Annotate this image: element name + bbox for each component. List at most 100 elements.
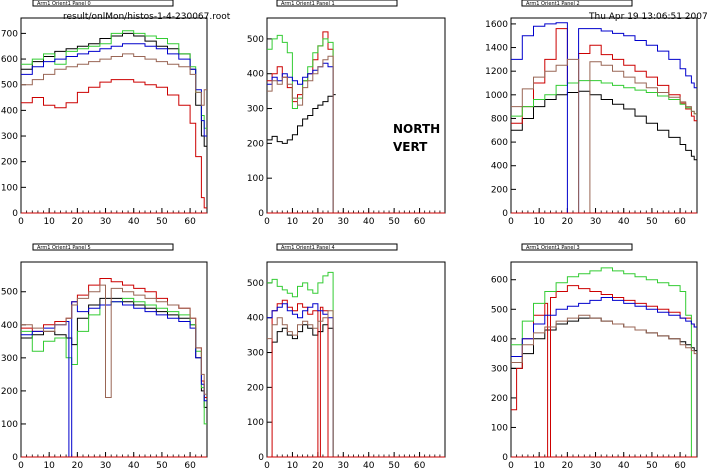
x-tick-label: 50	[646, 217, 658, 227]
y-tick-label: 500	[1, 81, 18, 91]
x-tick-label: 40	[128, 461, 140, 469]
y-tick-label: 400	[1, 106, 18, 116]
series-line-red	[511, 285, 697, 458]
x-tick-label: 10	[43, 461, 55, 469]
series-line-brown	[511, 58, 697, 214]
histogram-panel: Arm1 Orient1 Panel 5 0 10 20 30 40 50 60 0 100 200…	[1, 243, 208, 469]
histogram-panel: Arm1 Orient1 Panel 00 10 20 30 40 50 600100200…	[1, 0, 208, 227]
y-tick-label: 500	[1, 288, 18, 298]
panel-title: Arm1 Orient1 Panel 4	[281, 245, 335, 251]
histogram-panel: Arm1 Orient1 Panel 30 10 20 30 40 50 600100200…	[491, 243, 698, 469]
x-tick-label: 10	[533, 217, 545, 227]
y-tick-label: 600	[491, 276, 508, 286]
y-tick-label: 200	[247, 383, 264, 393]
y-tick-label: 1600	[485, 20, 508, 30]
plot-frame	[20, 261, 208, 458]
series-line-black	[511, 90, 697, 161]
x-tick-label: 30	[100, 217, 112, 227]
y-tick-label: 100	[247, 174, 264, 184]
y-tick-label: 400	[247, 314, 264, 324]
x-tick-label: 20	[562, 217, 574, 227]
y-tick-label: 600	[1, 55, 18, 65]
y-tick-label: 200	[247, 139, 264, 149]
x-tick-label: 10	[287, 217, 299, 227]
y-tick-label: 800	[491, 114, 508, 124]
x-tick-label: 50	[156, 461, 168, 469]
x-tick-label: 40	[618, 461, 630, 469]
annotation-north: NORTH	[393, 122, 441, 136]
panel-title-box	[32, 243, 174, 251]
x-tick-label: 60	[184, 461, 196, 469]
series-line-black	[267, 94, 336, 144]
panel-title-box	[276, 243, 398, 251]
x-tick-label: 60	[674, 217, 686, 227]
series-line-green	[21, 297, 207, 425]
x-tick-label: 30	[590, 217, 602, 227]
series-line-brown	[21, 53, 207, 106]
plot-frame	[510, 17, 698, 214]
x-tick-label: 30	[338, 217, 350, 227]
histogram-panel: Arm1 Orient1 Panel 20 10 20 30 40 50 600200400…	[485, 0, 698, 227]
series-line-green	[267, 271, 336, 458]
x-tick-label: 40	[618, 217, 630, 227]
series-line-brown	[267, 310, 336, 458]
series-line-black	[511, 317, 697, 369]
x-tick-label: 0	[18, 217, 24, 227]
series-line-green	[511, 267, 697, 458]
timestamp: Thu Apr 19 13:06:51 2007	[589, 12, 708, 22]
panel-title-box	[521, 0, 633, 7]
y-tick-label: 0	[258, 209, 264, 219]
series-line-brown	[511, 314, 697, 363]
series-line-brown	[21, 284, 207, 398]
series-line-red	[267, 31, 336, 214]
plot-frame	[266, 261, 446, 458]
x-tick-label: 20	[72, 217, 84, 227]
y-tick-label: 200	[1, 158, 18, 168]
series-line-blue	[511, 297, 697, 357]
x-tick-label: 30	[590, 461, 602, 469]
x-tick-label: 0	[18, 461, 24, 469]
y-tick-label: 500	[247, 35, 264, 45]
series-line-black	[267, 324, 336, 458]
x-tick-label: 50	[646, 461, 658, 469]
histogram-panel: Arm1 Orient1 Panel 4 0 10 20 30 40 50 60 0 100 200…	[247, 243, 446, 469]
file-label: result/onlMon/histos-1-4-230067.root	[63, 12, 231, 22]
panel-title: Arm1 Orient1 Panel 1	[281, 1, 335, 7]
x-tick-label: 50	[388, 461, 400, 469]
y-tick-label: 1000	[485, 91, 508, 101]
series-line-red	[21, 79, 207, 209]
x-tick-label: 0	[264, 461, 270, 469]
y-tick-label: 400	[491, 335, 508, 345]
panel-title: Arm1 Orient1 Panel 0	[37, 1, 91, 7]
y-tick-label: 300	[1, 354, 18, 364]
x-tick-label: 40	[363, 217, 375, 227]
x-tick-label: 30	[338, 461, 350, 469]
y-tick-label: 300	[491, 364, 508, 374]
series-line-green	[267, 34, 336, 214]
y-tick-label: 0	[12, 453, 18, 463]
y-tick-label: 100	[247, 418, 264, 428]
x-tick-label: 60	[414, 217, 426, 227]
y-tick-label: 200	[491, 185, 508, 195]
y-tick-label: 400	[491, 162, 508, 172]
annotation-vert: VERT	[393, 140, 428, 154]
x-tick-label: 50	[388, 217, 400, 227]
panel-title-box	[32, 0, 174, 7]
panel-title-box	[521, 243, 633, 251]
plot-frame	[266, 17, 446, 214]
series-line-blue	[267, 303, 336, 458]
series-line-blue	[267, 62, 336, 214]
x-tick-label: 30	[100, 461, 112, 469]
x-tick-label: 40	[128, 217, 140, 227]
series-line-blue	[21, 43, 207, 137]
panel-title: Arm1 Orient1 Panel 5	[37, 245, 91, 251]
series-line-red	[267, 299, 336, 458]
y-tick-label: 100	[1, 183, 18, 193]
panel-title: Arm1 Orient1 Panel 2	[526, 1, 580, 7]
y-tick-label: 300	[247, 105, 264, 115]
x-tick-label: 0	[508, 461, 514, 469]
series-line-red	[511, 28, 697, 124]
panel-title: Arm1 Orient1 Panel 3	[526, 245, 580, 251]
x-tick-label: 0	[264, 217, 270, 227]
